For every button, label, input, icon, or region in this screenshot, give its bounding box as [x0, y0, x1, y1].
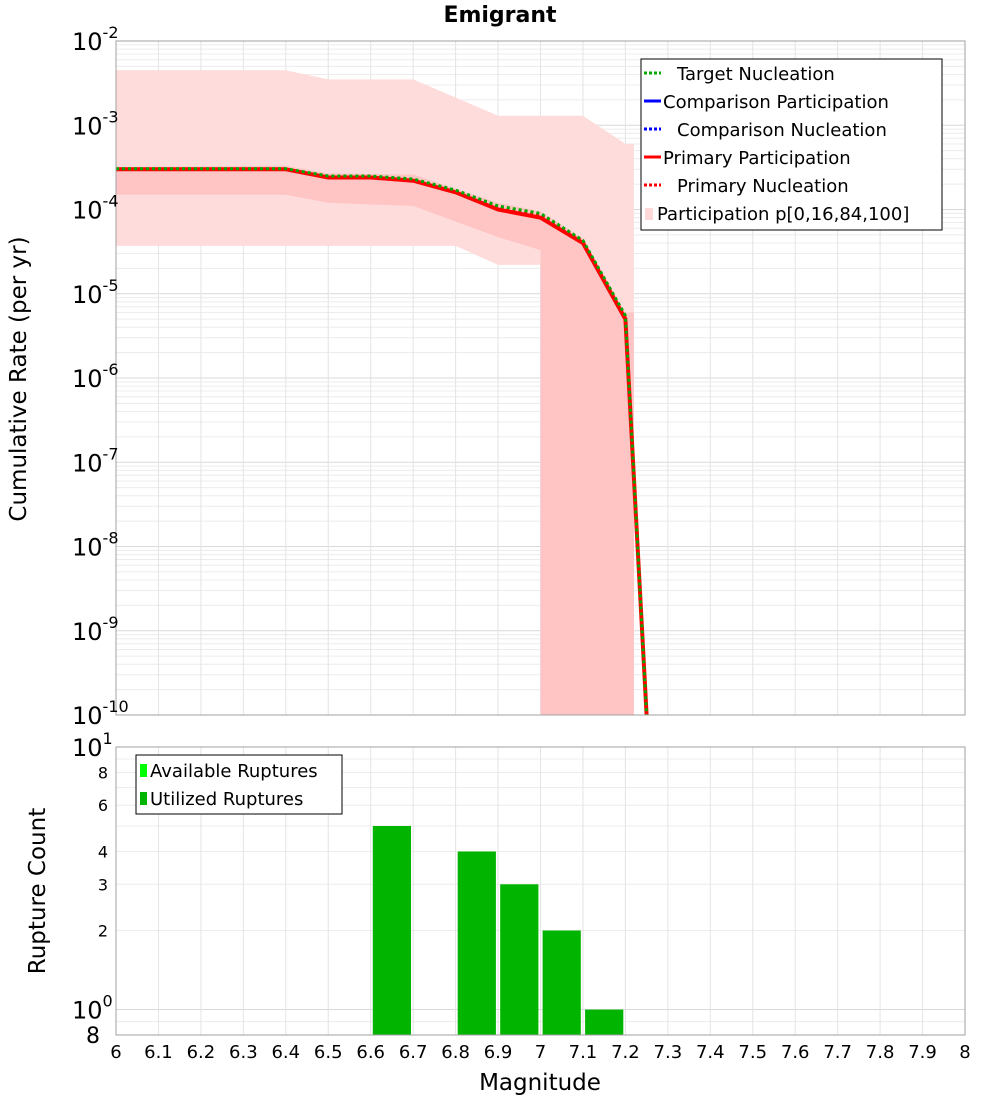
magnitude-x-tick-label: 6.2 [187, 1042, 216, 1063]
series-line-target-nucleation [116, 167, 649, 716]
legend-label: Utilized Ruptures [150, 789, 303, 810]
magnitude-x-tick-label: 7.9 [908, 1042, 937, 1063]
count-y-tick-label: 6 [98, 796, 108, 815]
magnitude-x-tick-label: 7.2 [611, 1042, 640, 1063]
count-y-axis-label: Rupture Count [25, 808, 51, 974]
participation-band-1 [116, 165, 634, 716]
rupture-bar [585, 1009, 624, 1035]
rate-y-tick-label: 10-3 [72, 107, 119, 140]
count-y-tick-label: 2 [98, 922, 108, 941]
rate-legend-box [640, 58, 943, 231]
rupture-bar [500, 884, 539, 1035]
magnitude-x-tick-label: 7.1 [569, 1042, 598, 1063]
legend-item: Primary Participation [644, 148, 851, 169]
legend-label: Primary Participation [663, 148, 851, 169]
count-y-tick-label: 3 [98, 875, 108, 894]
rate-plot: 10-10 10-9 10-8 10-7 10-6 10-5 10-4 10-3 10-2 Tar… [72, 23, 966, 730]
rate-y-tick-label: 10-6 [72, 360, 119, 393]
magnitude-x-axis-label: Magnitude [479, 1070, 601, 1096]
magnitude-x-tick-label: 6.9 [484, 1042, 513, 1063]
rate-y-tick-label: 10-7 [72, 444, 119, 477]
magnitude-x-tick-label: 6.5 [314, 1042, 343, 1063]
count-y-tick-label: 8 [98, 763, 108, 782]
legend-item: Comparison Nucleation [644, 120, 887, 141]
legend-item: Comparison Participation [644, 92, 889, 113]
rate-y-tick-label: 10-10 [72, 697, 129, 730]
rate-plot-frame [115, 40, 966, 716]
count-plot-grid [115, 746, 966, 1036]
legend-label: Comparison Participation [663, 92, 889, 113]
legend-item: Available Ruptures [140, 761, 318, 782]
count-legend: Available Ruptures Utilized Ruptures [135, 754, 343, 815]
legend-label: Available Ruptures [150, 761, 318, 782]
legend-swatch [140, 764, 147, 777]
chart-title: Emigrant [443, 3, 557, 28]
magnitude-x-tick-label: 6.6 [356, 1042, 385, 1063]
count-y-tick-label: 100 [72, 992, 113, 1025]
magnitude-x-tick-label: 7.4 [696, 1042, 725, 1063]
rupture-bar [372, 826, 411, 1035]
magnitude-x-tick-label: 7.7 [823, 1042, 852, 1063]
legend-label: Comparison Nucleation [677, 120, 887, 141]
count-y-tick-label: 8 [86, 1024, 100, 1049]
count-y-tick-label: 4 [98, 842, 108, 861]
magnitude-x-tick-label: 7.6 [781, 1042, 810, 1063]
rate-y-tick-label: 10-8 [72, 529, 119, 562]
magnitude-x-tick-label: 6.8 [441, 1042, 470, 1063]
legend-swatch [645, 208, 653, 220]
magnitude-x-tick-label: 7 [535, 1042, 546, 1063]
magnitude-x-tick-label: 6.7 [399, 1042, 428, 1063]
rupture-bar [457, 851, 496, 1035]
rate-y-tick-label: 10-2 [72, 23, 119, 56]
legend-swatch [140, 792, 147, 805]
rate-y-tick-label: 10-4 [72, 192, 119, 225]
legend-item: Target Nucleation [644, 64, 835, 85]
legend-label: Primary Nucleation [677, 176, 849, 197]
legend-item: Primary Nucleation [644, 176, 849, 197]
count-legend-box [135, 754, 343, 815]
rate-y-axis-label: Cumulative Rate (per yr) [6, 236, 32, 521]
magnitude-x-tick-label: 7.5 [738, 1042, 767, 1063]
count-plot-frame [115, 746, 966, 1036]
legend-label: Target Nucleation [676, 64, 835, 85]
rupture-bar [542, 930, 581, 1035]
rate-y-tick-label: 10-9 [72, 613, 119, 646]
magnitude-x-tick-label: 6.4 [271, 1042, 300, 1063]
magnitude-x-tick-label: 6.1 [144, 1042, 173, 1063]
rate-legend: Target Nucleation Comparison Participatio… [640, 58, 943, 231]
magnitude-x-tick-label: 6.3 [229, 1042, 258, 1063]
legend-label: Participation p[0,16,84,100] [657, 204, 909, 225]
magnitude-x-tick-label: 7.3 [654, 1042, 683, 1063]
legend-item: Utilized Ruptures [140, 789, 303, 810]
rate-y-tick-label: 10-5 [72, 276, 119, 309]
magnitude-x-tick-label: 7.8 [866, 1042, 895, 1063]
magnitude-x-tick-label: 8 [959, 1042, 970, 1063]
count-y-tick-label: 101 [72, 729, 113, 762]
legend-item: Participation p[0,16,84,100] [645, 204, 909, 225]
magnitude-x-tick-label: 6 [110, 1042, 121, 1063]
